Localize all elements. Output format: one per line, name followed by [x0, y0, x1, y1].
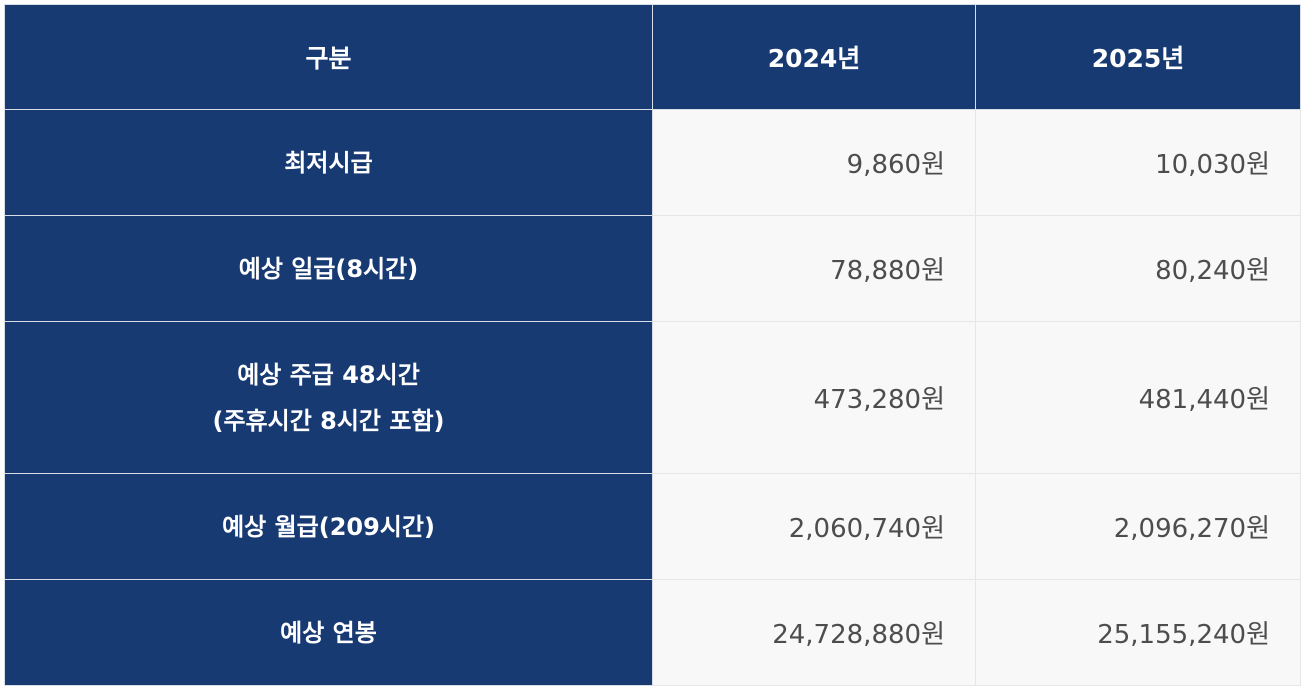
- cell-2025: 10,030원: [975, 109, 1301, 216]
- cell-2025: 481,440원: [975, 321, 1301, 474]
- row-label: 예상 주급 48시간 (주휴시간 8시간 포함): [4, 321, 653, 474]
- cell-2025: 2,096,270원: [975, 473, 1301, 580]
- row-label-line: 예상 월급(209시간): [222, 512, 435, 541]
- row-label: 예상 월급(209시간): [4, 473, 653, 580]
- header-year-2025: 2025년: [975, 4, 1301, 110]
- table-row: 예상 일급(8시간) 78,880원 80,240원: [4, 215, 1301, 322]
- cell-2024: 24,728,880원: [652, 579, 976, 686]
- table-row: 최저시급 9,860원 10,030원: [4, 109, 1301, 216]
- table-row: 예상 월급(209시간) 2,060,740원 2,096,270원: [4, 473, 1301, 580]
- cell-2025: 25,155,240원: [975, 579, 1301, 686]
- row-label: 예상 일급(8시간): [4, 215, 653, 322]
- table-row: 예상 주급 48시간 (주휴시간 8시간 포함) 473,280원 481,44…: [4, 321, 1301, 474]
- header-category: 구분: [4, 4, 653, 110]
- header-row: 구분 2024년 2025년: [4, 4, 1301, 110]
- header-year-2024: 2024년: [652, 4, 976, 110]
- row-label: 예상 연봉: [4, 579, 653, 686]
- table-body: 최저시급 9,860원 10,030원 예상 일급(8시간) 78,880원 8…: [4, 109, 1301, 686]
- cell-2024: 9,860원: [652, 109, 976, 216]
- cell-2024: 78,880원: [652, 215, 976, 322]
- row-label-line: (주휴시간 8시간 포함): [212, 406, 445, 435]
- row-label: 최저시급: [4, 109, 653, 216]
- cell-2024: 2,060,740원: [652, 473, 976, 580]
- table-header: 구분 2024년 2025년: [4, 4, 1301, 110]
- cell-2025: 80,240원: [975, 215, 1301, 322]
- table-row: 예상 연봉 24,728,880원 25,155,240원: [4, 579, 1301, 686]
- row-label-line: 예상 일급(8시간): [238, 254, 419, 283]
- minimum-wage-table: 구분 2024년 2025년 최저시급 9,860원 10,030원 예상 일급…: [4, 4, 1301, 686]
- cell-2024: 473,280원: [652, 321, 976, 474]
- row-label-line: 예상 주급 48시간: [237, 360, 420, 389]
- row-label-line: 최저시급: [284, 148, 373, 177]
- row-label-line: 예상 연봉: [280, 618, 377, 647]
- wage-table-container: 구분 2024년 2025년 최저시급 9,860원 10,030원 예상 일급…: [4, 4, 1301, 686]
